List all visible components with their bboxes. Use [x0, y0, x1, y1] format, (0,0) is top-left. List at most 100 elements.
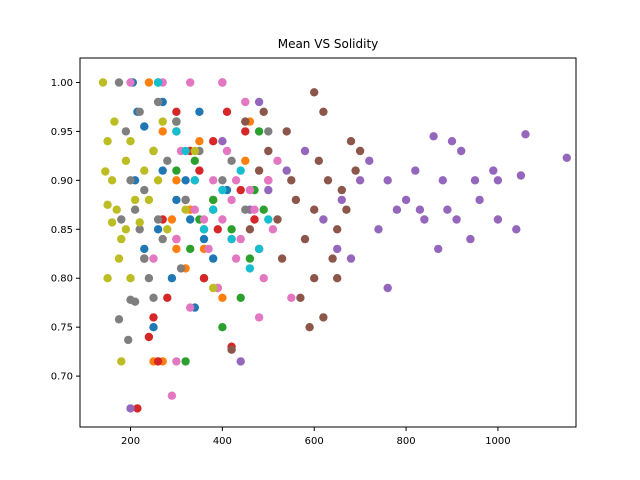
scatter-point: [126, 78, 135, 87]
scatter-point: [149, 146, 158, 156]
scatter-point: [245, 225, 255, 234]
scatter-point: [319, 107, 328, 117]
scatter-point: [103, 274, 112, 283]
x-tick-label: 800: [397, 436, 416, 447]
scatter-point: [209, 176, 218, 185]
scatter-point: [355, 146, 365, 156]
scatter-point: [521, 130, 530, 139]
scatter-point: [209, 283, 218, 293]
scatter-point: [167, 391, 177, 400]
scatter-point: [117, 215, 126, 224]
scatter-point: [126, 274, 135, 283]
scatter-point: [241, 97, 250, 107]
scatter-point: [181, 176, 190, 185]
y-tick-label: 0.75: [51, 323, 73, 334]
scatter-point: [434, 244, 443, 254]
scatter-point: [98, 78, 108, 87]
scatter-point: [135, 107, 144, 117]
scatter-point: [254, 313, 264, 322]
scatter-point: [264, 215, 273, 224]
scatter-point: [172, 195, 181, 205]
scatter-point: [236, 357, 245, 366]
scatter-point: [186, 303, 195, 312]
scatter-point: [333, 225, 342, 234]
chart-title: Mean VS Solidity: [278, 37, 379, 51]
scatter-point: [512, 225, 521, 234]
scatter-point: [401, 195, 411, 205]
scatter-point: [236, 234, 245, 244]
scatter-point: [277, 254, 287, 263]
scatter-point: [140, 122, 149, 131]
scatter-point: [190, 176, 199, 185]
scatter-point: [153, 176, 163, 185]
scatter-point: [195, 137, 204, 146]
scatter-point: [333, 274, 342, 283]
y-axis: 0.70 0.75 0.80 0.85 0.90 0.95 1.00: [51, 78, 80, 383]
scatter-point: [153, 357, 163, 366]
scatter-point: [562, 153, 571, 162]
scatter-point: [190, 205, 199, 214]
scatter-point: [117, 234, 126, 244]
scatter-point: [114, 254, 124, 263]
scatter-point: [374, 225, 383, 234]
scatter-point: [493, 176, 503, 185]
scatter-point: [264, 185, 273, 195]
scatter-point: [158, 117, 167, 126]
scatter-point: [264, 176, 273, 185]
scatter-point: [310, 274, 319, 283]
scatter-point: [470, 176, 480, 185]
scatter-point: [346, 137, 356, 146]
scatter-point: [140, 166, 149, 175]
scatter-point: [241, 117, 250, 126]
scatter-point: [140, 254, 149, 263]
scatter-point: [227, 156, 236, 165]
scatter-point: [268, 225, 278, 234]
scatter-point: [114, 78, 124, 87]
scatter-point: [314, 156, 323, 165]
scatter-point: [218, 293, 227, 302]
scatter-point: [443, 205, 452, 214]
scatter-point: [319, 313, 328, 322]
scatter-point: [144, 332, 154, 342]
scatter-point: [163, 293, 172, 302]
scatter-point: [158, 166, 167, 175]
scatter-point: [153, 78, 163, 87]
scatter-point: [493, 215, 503, 224]
scatter-point: [172, 107, 181, 117]
scatter-point: [282, 127, 291, 136]
scatter-point: [310, 205, 319, 214]
scatter-point: [209, 205, 218, 214]
scatter-point: [415, 205, 425, 214]
scatter-point: [218, 137, 227, 146]
scatter-point: [259, 274, 268, 283]
scatter-point: [121, 127, 131, 136]
scatter-point: [103, 137, 112, 146]
scatter-point: [213, 225, 222, 234]
scatter-point: [144, 195, 154, 205]
scatter-point: [227, 234, 236, 244]
scatter-point: [130, 195, 140, 205]
scatter-point: [121, 225, 131, 234]
scatter-point: [124, 335, 133, 345]
scatter-point: [236, 185, 245, 195]
scatter-point: [204, 244, 213, 254]
scatter-point: [291, 195, 301, 205]
scatter-point: [149, 293, 158, 302]
scatter-point: [305, 323, 314, 332]
scatter-point: [101, 167, 110, 176]
scatter-point: [172, 234, 181, 244]
scatter-point: [355, 176, 365, 185]
scatter-point: [218, 185, 227, 195]
scatter-point: [144, 78, 154, 87]
scatter-point: [273, 215, 282, 224]
scatter-point: [199, 225, 209, 234]
scatter-point: [287, 176, 296, 185]
scatter-point: [254, 244, 264, 254]
scatter-point: [126, 176, 135, 185]
scatter-point: [231, 254, 241, 263]
scatter-point: [227, 195, 236, 205]
scatter-point: [296, 293, 305, 302]
scatter-point: [420, 215, 429, 224]
scatter-point: [310, 88, 319, 97]
scatter-point: [149, 313, 158, 322]
